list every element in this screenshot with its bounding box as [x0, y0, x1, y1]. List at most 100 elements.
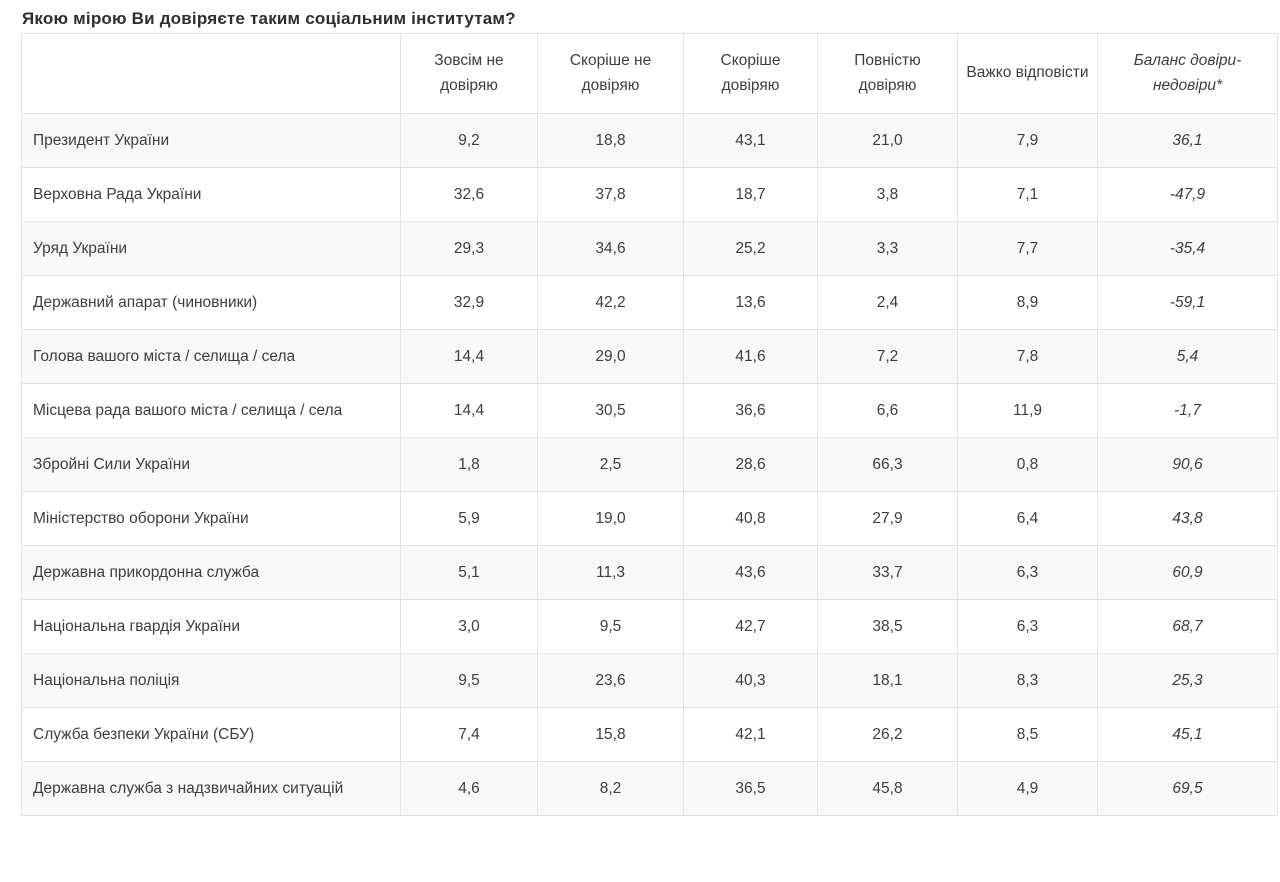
- percentage-value: 5,1: [400, 545, 538, 600]
- percentage-value: 66,3: [817, 437, 958, 492]
- institution-label: Верховна Рада України: [21, 167, 401, 222]
- percentage-value: 7,1: [957, 167, 1098, 222]
- percentage-value: 8,2: [537, 761, 684, 816]
- percentage-value: 18,1: [817, 653, 958, 708]
- table-row: Верховна Рада України 32,6 37,8 18,7 3,8 7,1-…: [21, 167, 1278, 222]
- percentage-value: 7,4: [400, 707, 538, 762]
- percentage-value: 11,9: [957, 383, 1098, 438]
- percentage-value: 40,3: [683, 653, 818, 708]
- percentage-value: 3,0: [400, 599, 538, 654]
- percentage-value: 18,7: [683, 167, 818, 222]
- percentage-value: 7,2: [817, 329, 958, 384]
- percentage-value: 7,7: [957, 221, 1098, 276]
- percentage-value: 30,5: [537, 383, 684, 438]
- column-header: Баланс довіри-недовіри*: [1097, 33, 1278, 114]
- percentage-value: 33,7: [817, 545, 958, 600]
- table-row: Національна гвардія України 3,0 9,5 42,7 38,…: [21, 599, 1278, 654]
- percentage-value: 18,8: [537, 113, 684, 168]
- percentage-value: 7,8: [957, 329, 1098, 384]
- institution-label: Голова вашого міста / селища / села: [21, 329, 401, 384]
- table-body: Президент України 9,2 18,8 43,1 21,0 7,9 36,1 В…: [21, 113, 1278, 816]
- percentage-value: 11,3: [537, 545, 684, 600]
- percentage-value: 21,0: [817, 113, 958, 168]
- percentage-value: 29,0: [537, 329, 684, 384]
- percentage-value: 1,8: [400, 437, 538, 492]
- percentage-value: 7,9: [957, 113, 1098, 168]
- percentage-value: 5,9: [400, 491, 538, 546]
- balance-value: 90,6: [1097, 437, 1278, 492]
- percentage-value: 4,9: [957, 761, 1098, 816]
- percentage-value: 40,8: [683, 491, 818, 546]
- percentage-value: 41,6: [683, 329, 818, 384]
- percentage-value: 9,2: [400, 113, 538, 168]
- percentage-value: 3,3: [817, 221, 958, 276]
- institution-label: Національна поліція: [21, 653, 401, 708]
- institution-label: Служба безпеки України (СБУ): [21, 707, 401, 762]
- percentage-value: 9,5: [537, 599, 684, 654]
- table-row: Міністерство оборони України 5,9 19,0 40,8 2…: [21, 491, 1278, 546]
- percentage-value: 43,6: [683, 545, 818, 600]
- percentage-value: 9,5: [400, 653, 538, 708]
- percentage-value: 36,5: [683, 761, 818, 816]
- percentage-value: 32,6: [400, 167, 538, 222]
- percentage-value: 29,3: [400, 221, 538, 276]
- balance-value: -59,1: [1097, 275, 1278, 330]
- percentage-value: 2,5: [537, 437, 684, 492]
- balance-value: 5,4: [1097, 329, 1278, 384]
- percentage-value: 43,1: [683, 113, 818, 168]
- institution-label: Міністерство оборони України: [21, 491, 401, 546]
- percentage-value: 37,8: [537, 167, 684, 222]
- percentage-value: 0,8: [957, 437, 1098, 492]
- institution-label: Уряд України: [21, 221, 401, 276]
- percentage-value: 34,6: [537, 221, 684, 276]
- table-header: Зовсім не довіряю Скоріше не довіряю Скорі…: [21, 33, 1278, 114]
- trust-table: Зовсім не довіряю Скоріше не довіряю Скорі…: [21, 33, 1278, 816]
- corner-cell: [21, 33, 401, 114]
- percentage-value: 45,8: [817, 761, 958, 816]
- balance-value: 69,5: [1097, 761, 1278, 816]
- percentage-value: 3,8: [817, 167, 958, 222]
- institution-label: Національна гвардія України: [21, 599, 401, 654]
- percentage-value: 2,4: [817, 275, 958, 330]
- column-header: Скоріше довіряю: [683, 33, 818, 114]
- balance-value: 36,1: [1097, 113, 1278, 168]
- balance-value: 68,7: [1097, 599, 1278, 654]
- table-row: Голова вашого міста / селища / села 14,4 2…: [21, 329, 1278, 384]
- percentage-value: 6,4: [957, 491, 1098, 546]
- page-title: Якою мірою Ви довіряєте таким соціальним…: [22, 9, 516, 28]
- percentage-value: 13,6: [683, 275, 818, 330]
- percentage-value: 8,9: [957, 275, 1098, 330]
- table-row: Збройні Сили України 1,8 2,5 28,6 66,3 0,8 90,…: [21, 437, 1278, 492]
- institution-label: Президент України: [21, 113, 401, 168]
- table-row: Служба безпеки України (СБУ) 7,4 15,8 42,1 2…: [21, 707, 1278, 762]
- percentage-value: 42,1: [683, 707, 818, 762]
- header-row: Зовсім не довіряю Скоріше не довіряю Скорі…: [21, 33, 1278, 114]
- percentage-value: 4,6: [400, 761, 538, 816]
- table-row: Державна прикордонна служба 5,1 11,3 43,6 33…: [21, 545, 1278, 600]
- percentage-value: 6,6: [817, 383, 958, 438]
- balance-value: 43,8: [1097, 491, 1278, 546]
- table-row: Уряд України 29,3 34,6 25,2 3,3 7,7 -35,4: [21, 221, 1278, 276]
- percentage-value: 25,2: [683, 221, 818, 276]
- percentage-value: 38,5: [817, 599, 958, 654]
- percentage-value: 6,3: [957, 599, 1098, 654]
- column-header: Скоріше не довіряю: [537, 33, 684, 114]
- percentage-value: 8,3: [957, 653, 1098, 708]
- percentage-value: 8,5: [957, 707, 1098, 762]
- percentage-value: 23,6: [537, 653, 684, 708]
- percentage-value: 19,0: [537, 491, 684, 546]
- table-row: Місцева рада вашого міста / селища / сел…: [21, 383, 1278, 438]
- percentage-value: 26,2: [817, 707, 958, 762]
- percentage-value: 15,8: [537, 707, 684, 762]
- balance-value: 60,9: [1097, 545, 1278, 600]
- balance-value: -47,9: [1097, 167, 1278, 222]
- table-row: Державний апарат (чиновники) 32,9 42,2 13,6…: [21, 275, 1278, 330]
- balance-value: 25,3: [1097, 653, 1278, 708]
- institution-label: Місцева рада вашого міста / селища / сел…: [21, 383, 401, 438]
- balance-value: -1,7: [1097, 383, 1278, 438]
- percentage-value: 36,6: [683, 383, 818, 438]
- percentage-value: 14,4: [400, 383, 538, 438]
- percentage-value: 42,2: [537, 275, 684, 330]
- table-row: Національна поліція 9,5 23,6 40,3 18,1 8,3 25,…: [21, 653, 1278, 708]
- table-row: Державна служба з надзвичайних ситуацій 4…: [21, 761, 1278, 816]
